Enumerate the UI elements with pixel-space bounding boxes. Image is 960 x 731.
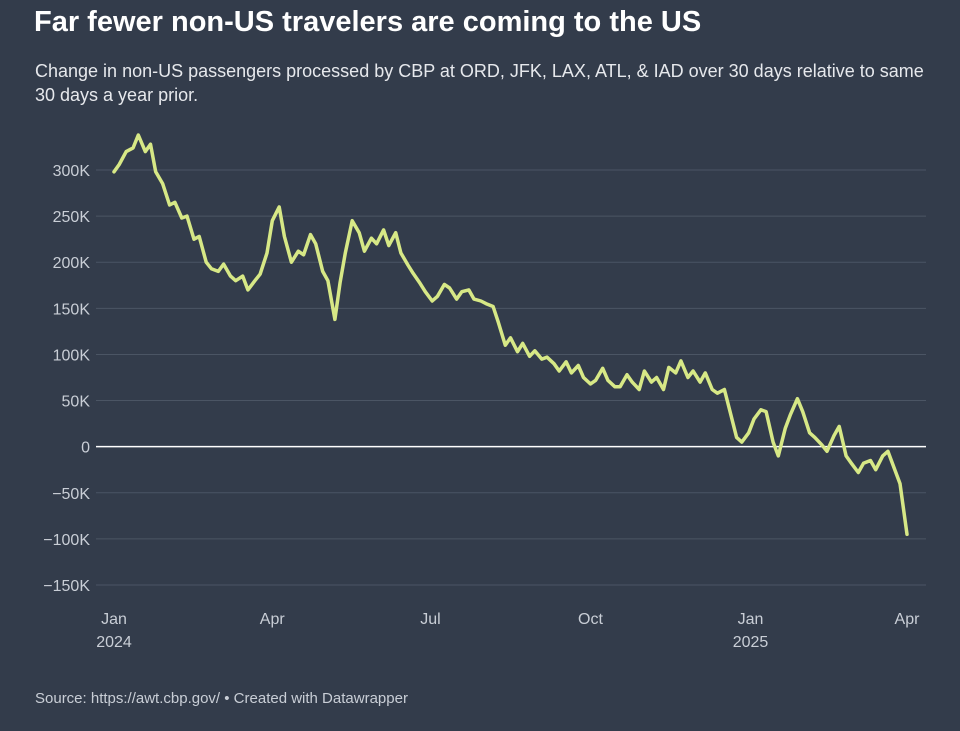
x-axis-labels: Jan 2024 Apr Jul Oct Jan 2025 Apr (96, 611, 920, 651)
x-tick-year-label: 2024 (96, 634, 132, 651)
chart-title: Far fewer non-US travelers are coming to… (34, 6, 702, 38)
y-tick-label: −50K (52, 486, 90, 503)
y-axis-labels: 300K 250K 200K 150K 100K 50K 0 −50K −100K −150K (43, 163, 90, 595)
y-tick-label: −100K (43, 532, 90, 549)
chart-subtitle: Change in non-US passengers processed by… (35, 61, 924, 105)
series-line (112, 133, 909, 537)
y-tick-label: 150K (53, 301, 91, 318)
x-tick-label: Jan (738, 611, 764, 628)
y-tick-label: 200K (53, 255, 91, 272)
series-layer (112, 133, 909, 537)
x-tick-year-label: 2025 (733, 634, 769, 651)
y-tick-label: 100K (53, 347, 91, 364)
x-tick-label: Oct (578, 611, 603, 628)
y-tick-label: 250K (53, 209, 91, 226)
y-tick-label: 0 (81, 440, 90, 457)
x-tick-label: Apr (260, 611, 286, 628)
chart-source: Source: https://awt.cbp.gov/ • Created w… (35, 690, 408, 707)
x-tick-label: Jul (420, 611, 440, 628)
x-tick-label: Jan (101, 611, 127, 628)
y-tick-label: 300K (53, 163, 91, 180)
y-tick-label: 50K (62, 394, 91, 411)
y-tick-label: −150K (43, 578, 90, 595)
x-tick-label: Apr (895, 611, 921, 628)
grid-lines (96, 169, 926, 586)
